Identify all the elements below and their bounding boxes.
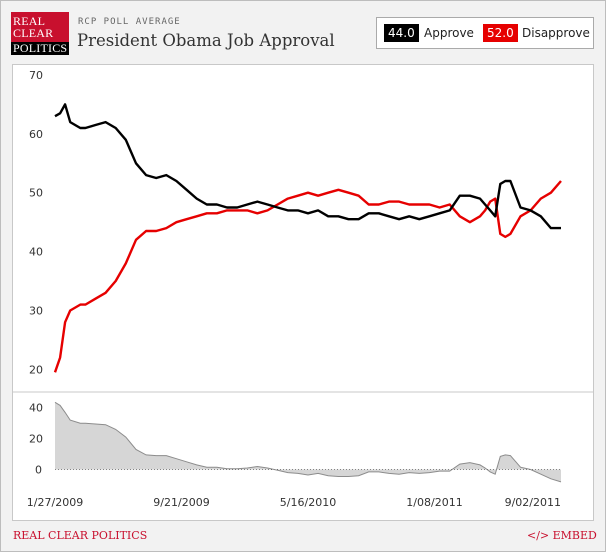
spread-line: [54, 401, 562, 483]
main-y-tick-label: 20: [29, 363, 43, 376]
main-y-tick-label: 30: [29, 304, 43, 317]
main-y-tick-label: 60: [29, 128, 43, 141]
main-y-tick-label: 50: [29, 187, 43, 200]
main-y-tick-label: 40: [29, 246, 43, 259]
chart-panel: 70 60 50 40 30 20 40 20 0 1/27/2009 9/21/2009 5/16/…: [12, 64, 594, 521]
x-tick-label: 5/16/2010: [280, 496, 336, 509]
embed-link[interactable]: </> EMBED: [527, 529, 597, 542]
main-y-tick-label: 70: [29, 69, 43, 82]
x-tick-label: 1/27/2009: [27, 496, 83, 509]
footer-brand-link[interactable]: REAL CLEAR POLITICS: [13, 529, 148, 542]
poll-average-eyebrow: RCP POLL AVERAGE: [78, 17, 181, 27]
x-tick-label: 1/08/2011: [406, 496, 462, 509]
spread-y-tick-label: 20: [29, 433, 43, 446]
disapprove-label: Disapprove: [522, 26, 590, 40]
logo-line-3: POLITICS: [11, 41, 69, 55]
approve-label: Approve: [424, 26, 474, 40]
spread-y-tick-label: 0: [35, 464, 42, 477]
logo-line-2: CLEAR: [13, 26, 54, 40]
logo-line-1: REAL: [13, 14, 46, 28]
chart-title: President Obama Job Approval: [77, 31, 335, 50]
spread-area: [55, 402, 561, 482]
x-tick-label: 9/02/2011: [505, 496, 561, 509]
approval-chart[interactable]: 70 60 50 40 30 20 40 20 0 1/27/2009 9/21/2009 5/16/…: [13, 65, 593, 520]
approve-series-line: [54, 103, 561, 230]
rcp-logo[interactable]: REAL CLEAR POLITICS: [11, 12, 69, 55]
approve-value-badge: 44.0: [384, 24, 419, 42]
spread-y-tick-label: 40: [29, 402, 43, 415]
x-tick-label: 9/21/2009: [153, 496, 209, 509]
legend: 44.0 Approve 52.0 Disapprove: [376, 17, 594, 49]
disapprove-series-line: [53, 180, 562, 373]
disapprove-value-badge: 52.0: [483, 24, 518, 42]
